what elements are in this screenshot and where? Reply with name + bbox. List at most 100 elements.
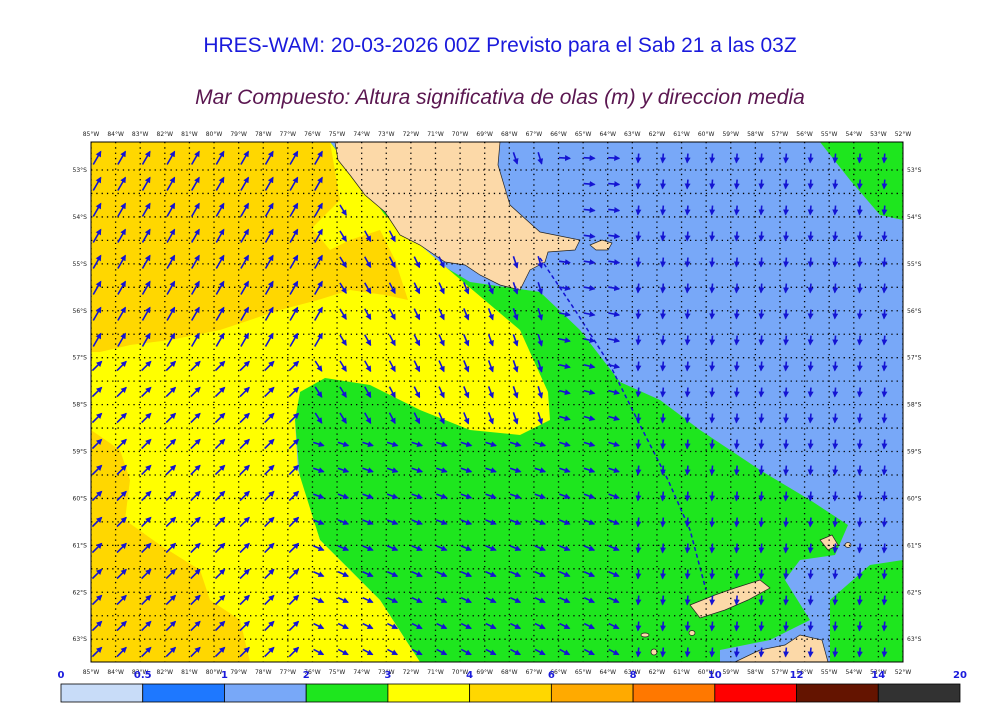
- wave-arrow: [239, 412, 250, 424]
- wave-arrow: [509, 519, 522, 525]
- lon-label-top: 83°W: [132, 131, 149, 138]
- lat-label-left: 58°S: [73, 402, 88, 409]
- wave-arrow: [856, 361, 863, 372]
- wave-arrow: [165, 412, 177, 424]
- lon-label-top: 53°W: [870, 131, 887, 138]
- wave-arrow: [215, 228, 225, 243]
- wave-arrow: [758, 361, 765, 372]
- wave-arrow: [807, 153, 814, 164]
- wave-arrow: [684, 569, 691, 580]
- wave-arrow: [684, 179, 691, 190]
- lon-label-bottom: 57°W: [772, 669, 789, 676]
- wave-arrow: [733, 309, 740, 320]
- lon-label-bottom: 58°W: [747, 669, 764, 676]
- wave-arrow: [141, 516, 152, 528]
- wave-arrow: [758, 283, 765, 294]
- wave-arrow: [832, 465, 839, 476]
- wave-arrow: [709, 465, 716, 476]
- wave-arrow: [485, 622, 497, 630]
- wave-arrow: [487, 308, 494, 321]
- wave-arrow: [117, 150, 127, 165]
- wave-arrow: [608, 519, 620, 525]
- wave-arrow: [733, 465, 740, 476]
- wave-arrow: [313, 596, 325, 604]
- wave-arrow: [807, 361, 814, 372]
- wave-arrow: [436, 571, 448, 577]
- wave-arrow: [264, 306, 274, 321]
- wave-arrow: [166, 228, 176, 243]
- wave-arrow: [856, 335, 863, 346]
- wave-arrow: [583, 207, 596, 214]
- lon-label-bottom: 69°W: [476, 669, 493, 676]
- antarctic-peninsula: [734, 634, 829, 662]
- lon-label-bottom: 73°W: [378, 669, 395, 676]
- wave-arrow: [190, 646, 201, 658]
- wave-arrow: [92, 254, 102, 269]
- wave-arrow: [758, 387, 765, 398]
- wave-arrow: [881, 543, 888, 554]
- wave-arrow: [583, 415, 596, 422]
- wave-arrow: [436, 622, 448, 630]
- wave-arrow: [190, 360, 201, 372]
- wave-arrow: [215, 150, 225, 165]
- lon-label-top: 69°W: [476, 131, 493, 138]
- wave-arrow: [91, 516, 103, 528]
- wave-arrow: [758, 647, 765, 658]
- wave-arrow: [289, 332, 299, 347]
- wave-arrow: [460, 441, 473, 448]
- wave-arrow: [288, 412, 300, 424]
- wave-arrow: [362, 441, 374, 448]
- wave-arrow: [684, 361, 691, 372]
- wave-arrow: [288, 490, 300, 502]
- wave-arrow: [807, 231, 814, 242]
- wave-arrow: [337, 519, 350, 525]
- wave-arrow: [758, 439, 765, 450]
- wave-arrow: [709, 309, 716, 320]
- wave-arrow: [314, 412, 323, 424]
- wave-arrow: [411, 493, 423, 499]
- wave-arrow: [288, 464, 300, 476]
- wave-arrow: [388, 256, 396, 269]
- colorbar-label: 10: [708, 670, 722, 681]
- wave-arrow: [608, 337, 621, 344]
- colorbar-segment: [632, 683, 716, 703]
- wave-arrow: [364, 308, 372, 321]
- wave-arrow: [288, 594, 300, 606]
- wave-arrow: [92, 202, 102, 217]
- wave-arrow: [264, 594, 275, 606]
- wave-arrow: [314, 386, 323, 398]
- wave-arrow: [386, 622, 399, 630]
- wave-arrow: [264, 438, 275, 450]
- wave-arrow: [659, 257, 666, 268]
- wave-arrow: [190, 542, 201, 554]
- wave-arrow: [91, 542, 103, 554]
- wave-arrow: [460, 596, 472, 604]
- lon-label-bottom: 77°W: [280, 669, 297, 676]
- lat-label-right: 63°S: [907, 636, 922, 643]
- wave-arrow: [537, 282, 544, 295]
- wave-arrow: [91, 412, 103, 424]
- wave-arrow: [240, 228, 250, 243]
- wave-arrow: [438, 256, 445, 269]
- wave-arrow: [117, 228, 127, 243]
- wave-arrow: [264, 386, 275, 398]
- wave-arrow: [141, 280, 151, 295]
- wave-arrow: [411, 596, 423, 604]
- lon-label-top: 73°W: [378, 131, 395, 138]
- wave-arrow: [534, 493, 547, 499]
- wave-arrow: [165, 490, 177, 502]
- wave-arrow: [684, 491, 691, 502]
- wave-arrow: [807, 257, 814, 268]
- wave-arrow: [116, 438, 127, 450]
- wave-arrow: [116, 412, 127, 424]
- wave-arrow: [534, 441, 547, 448]
- wave-arrow: [709, 621, 716, 632]
- wave-arrow: [709, 335, 716, 346]
- wave-arrow: [386, 441, 399, 448]
- wave-arrow: [485, 467, 497, 474]
- wave-arrow: [909, 466, 910, 475]
- wave-arrow: [141, 438, 152, 450]
- wave-arrow: [215, 332, 225, 347]
- wave-arrow: [856, 205, 863, 216]
